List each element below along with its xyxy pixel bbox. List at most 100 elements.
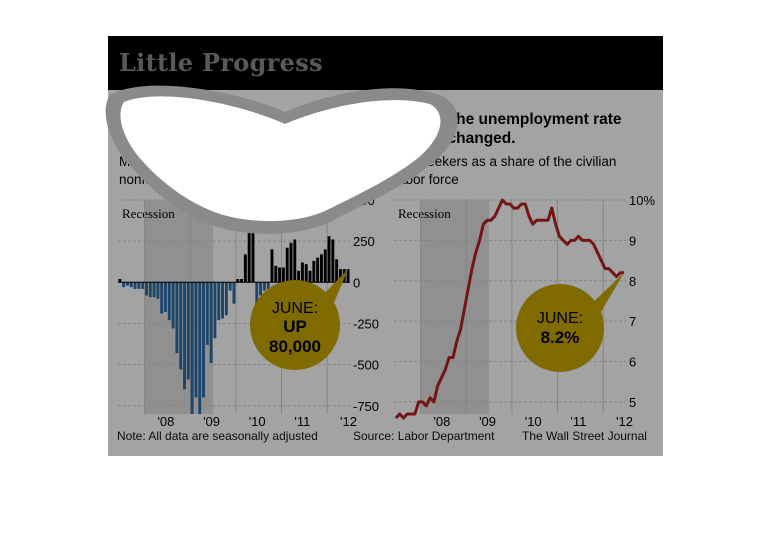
y-tick-label: -250 bbox=[353, 316, 379, 331]
x-tick-label: '09 bbox=[479, 414, 496, 429]
payroll-bar bbox=[171, 282, 175, 329]
payroll-bar bbox=[331, 239, 335, 283]
payroll-bar bbox=[335, 259, 339, 283]
payroll-bar bbox=[156, 282, 160, 299]
payroll-bar bbox=[209, 282, 213, 363]
payroll-bar bbox=[190, 282, 194, 414]
x-tick-label: '10 bbox=[525, 414, 542, 429]
y-tick-label: 250 bbox=[353, 234, 375, 249]
x-tick-label: '08 bbox=[433, 414, 450, 429]
payroll-bar bbox=[236, 279, 240, 283]
y-tick-label: 6 bbox=[629, 355, 636, 370]
payroll-bar bbox=[312, 260, 316, 283]
payroll-bar bbox=[141, 282, 145, 289]
x-tick-label: '11 bbox=[570, 414, 586, 429]
payroll-bar bbox=[228, 282, 232, 291]
x-tick-label: '11 bbox=[294, 414, 310, 429]
payroll-bar bbox=[270, 249, 274, 283]
payroll-bar bbox=[274, 265, 278, 283]
recession-label: Recession bbox=[122, 206, 175, 221]
payroll-bar bbox=[122, 282, 126, 288]
payroll-bar bbox=[255, 282, 259, 311]
payroll-bar bbox=[183, 282, 186, 390]
callout-line2: UP bbox=[283, 317, 307, 336]
payroll-bar bbox=[205, 282, 209, 345]
payroll-bar bbox=[164, 282, 167, 312]
payroll-bar bbox=[266, 282, 270, 289]
payroll-bar bbox=[247, 232, 251, 283]
callout-line3: 80,000 bbox=[269, 337, 321, 356]
y-tick-label: -500 bbox=[353, 358, 379, 373]
footer-brand: The Wall Street Journal bbox=[522, 429, 647, 443]
payrolls-chart: Recession '08 '09 '10 '11 '12 500 250 0 -250 -500 -… bbox=[118, 193, 379, 429]
payroll-bar bbox=[319, 254, 323, 283]
payroll-bar bbox=[148, 282, 152, 298]
payroll-bar bbox=[316, 257, 320, 283]
payroll-bar bbox=[217, 282, 221, 321]
payroll-bar bbox=[221, 282, 224, 319]
recession-shade bbox=[420, 200, 490, 414]
payroll-bar bbox=[186, 282, 190, 380]
payroll-bar bbox=[126, 282, 129, 286]
payroll-bar bbox=[179, 282, 183, 370]
payroll-bar bbox=[243, 254, 247, 283]
payroll-bar bbox=[327, 236, 331, 283]
y-tick-label: 0 bbox=[353, 275, 360, 290]
payroll-bar bbox=[240, 279, 244, 283]
payroll-bar bbox=[213, 282, 217, 339]
callout-line2: 8.2% bbox=[541, 328, 580, 347]
payroll-bar bbox=[129, 282, 133, 288]
payroll-bar bbox=[259, 282, 263, 296]
payroll-bar bbox=[278, 267, 282, 283]
y-tick-label: 8 bbox=[629, 274, 636, 289]
footer-note: Note: All data are seasonally adjusted bbox=[117, 429, 318, 443]
footer-source: Source: Labor Department bbox=[353, 429, 495, 443]
x-tick-label: '09 bbox=[203, 414, 220, 429]
x-tick-label: '12 bbox=[340, 414, 357, 429]
x-tick-label: '12 bbox=[616, 414, 633, 429]
payroll-bar bbox=[194, 282, 198, 398]
payroll-bar bbox=[262, 282, 266, 291]
payroll-bar bbox=[202, 282, 205, 398]
payroll-bar bbox=[160, 282, 164, 314]
y-tick-label: 10% bbox=[629, 193, 655, 208]
payroll-bar bbox=[152, 282, 156, 298]
recession-shade bbox=[144, 200, 214, 414]
payroll-bar bbox=[137, 282, 141, 289]
unemployment-chart: Recession '08 '09 '10 '11 '12 10% 9 8 7 6 5 JUNE:8.2… bbox=[394, 193, 655, 429]
recession-label: Recession bbox=[398, 206, 451, 221]
payroll-bar bbox=[167, 282, 171, 321]
payroll-bar bbox=[251, 198, 255, 283]
callout-circle bbox=[250, 280, 340, 370]
payroll-bar bbox=[289, 242, 293, 283]
unemployment-line bbox=[394, 198, 625, 420]
payroll-bar bbox=[346, 269, 350, 283]
y-tick-label: -750 bbox=[353, 399, 379, 414]
callout-line1: JUNE: bbox=[537, 310, 583, 327]
payroll-bar bbox=[308, 270, 312, 283]
payroll-bar bbox=[118, 279, 122, 283]
payroll-bar bbox=[323, 249, 327, 283]
payroll-bar bbox=[304, 264, 308, 283]
y-tick-label: 500 bbox=[353, 193, 375, 208]
payroll-bar bbox=[175, 282, 179, 354]
header-bar: Little Progress bbox=[108, 36, 663, 90]
y-tick-label: 9 bbox=[629, 233, 636, 248]
y-tick-label: 7 bbox=[629, 314, 636, 329]
payroll-bar bbox=[198, 282, 202, 414]
payroll-bar bbox=[285, 247, 289, 283]
payroll-bar bbox=[338, 269, 342, 283]
payroll-bar bbox=[297, 270, 301, 283]
payroll-bar bbox=[145, 282, 148, 296]
payroll-bar bbox=[133, 282, 137, 289]
y-tick-label: 5 bbox=[629, 395, 636, 410]
payroll-bar bbox=[232, 282, 236, 304]
callout-circle bbox=[516, 284, 604, 372]
payroll-bar bbox=[293, 239, 297, 283]
payroll-bar bbox=[300, 262, 304, 283]
x-tick-label: '08 bbox=[157, 414, 174, 429]
payroll-bar bbox=[224, 282, 228, 316]
x-tick-label: '10 bbox=[249, 414, 266, 429]
callout-line1: JUNE: bbox=[272, 300, 318, 317]
